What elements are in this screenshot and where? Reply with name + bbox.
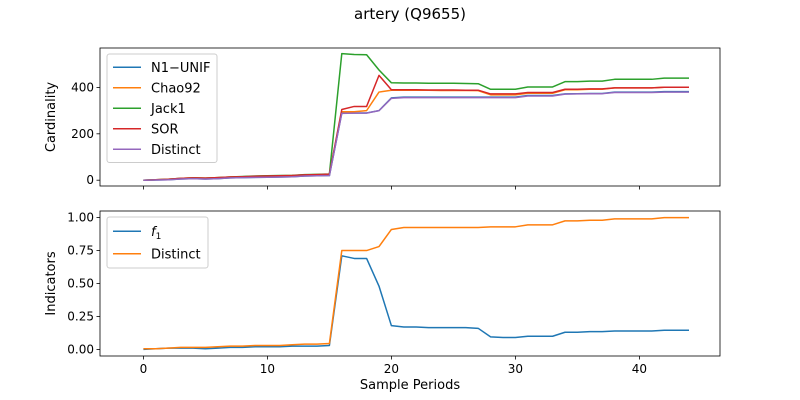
series-line-0-1 — [143, 86, 689, 181]
y-tick-label: 200 — [71, 127, 94, 141]
y-tick-label: 400 — [71, 80, 94, 94]
legend-label: Chao92 — [151, 81, 201, 96]
figure-title: artery (Q9655) — [354, 5, 466, 23]
cardinality-panel: 0 200 400 Cardinality N1−UNIF Chao92 Jack1 SOR D… — [44, 47, 721, 190]
series-line-0-2 — [143, 52, 689, 181]
x-axis-label: Sample Periods — [360, 378, 460, 393]
legend-label: f1 — [151, 225, 161, 242]
x-tick-label: 0 — [140, 362, 148, 376]
legend-label: N1−UNIF — [151, 61, 210, 76]
series-line-1-0 — [143, 255, 689, 351]
axes-frame — [99, 47, 721, 187]
y-axis-label: Indicators — [44, 251, 59, 315]
series-line-0-4 — [143, 91, 689, 181]
x-tick-label: 40 — [632, 362, 647, 376]
legend-label: Distinct — [151, 247, 201, 262]
legend-box — [106, 53, 218, 163]
legend-label: Jack1 — [150, 102, 186, 117]
series-line-0-3 — [143, 74, 689, 181]
y-tick-label: 0 — [86, 173, 94, 187]
legend-label: Distinct — [151, 143, 201, 158]
y-tick-label: 0.25 — [67, 309, 94, 323]
y-tick-label: 0.50 — [67, 277, 94, 291]
indicators-panel: 0 10 20 30 40 0.00 0.25 0.50 0.75 1.00 Indicators S… — [44, 211, 721, 393]
x-tick-label: 20 — [384, 362, 399, 376]
y-tick-label: 0.75 — [67, 244, 94, 258]
y-tick-label: 1.00 — [67, 211, 94, 225]
x-tick-label: 30 — [508, 362, 523, 376]
legend-box — [106, 216, 209, 269]
x-tick-label: 10 — [260, 362, 275, 376]
legend-label: SOR — [151, 122, 179, 137]
series-line-0-0 — [143, 90, 689, 181]
y-tick-label: 0.00 — [67, 342, 94, 356]
series-line-1-1 — [143, 216, 689, 350]
y-axis-label: Cardinality — [44, 82, 59, 153]
